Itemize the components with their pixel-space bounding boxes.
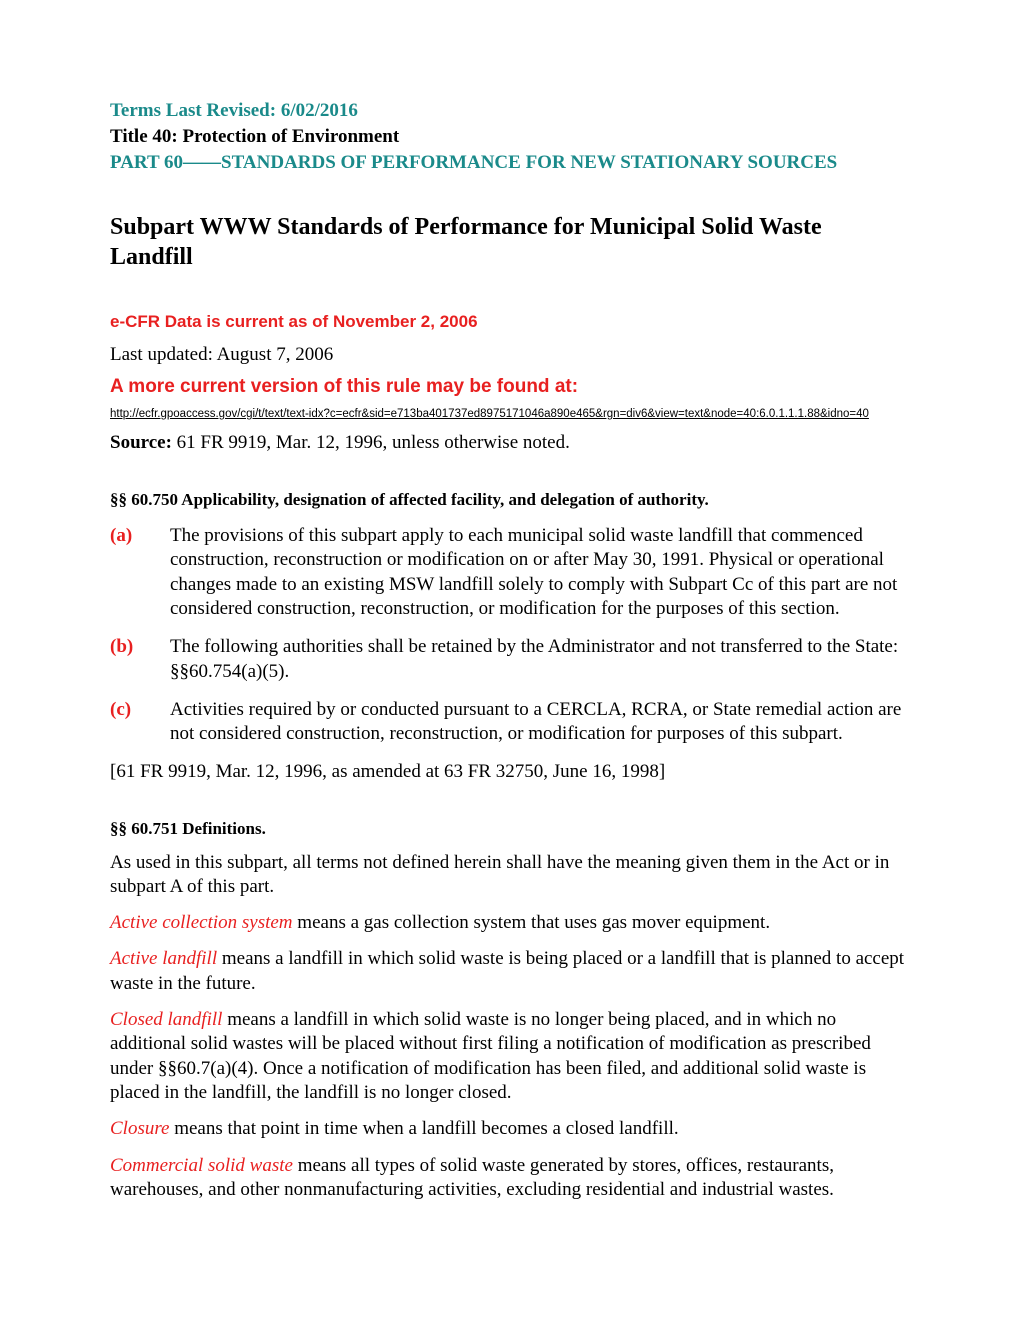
enum-item: (a) The provisions of this subpart apply…	[110, 524, 910, 621]
def-body: means a landfill in which solid waste is…	[110, 948, 904, 993]
enum-item: (b) The following authorities shall be r…	[110, 635, 910, 684]
enum-item: (c) Activities required by or conducted …	[110, 698, 910, 747]
def-body: means a gas collection system that uses …	[293, 912, 771, 933]
title-line: Title 40: Protection of Environment	[110, 126, 910, 148]
definition-row: Commercial solid waste means all types o…	[110, 1154, 910, 1203]
def-term: Active collection system	[110, 912, 293, 933]
source-label: Source:	[110, 432, 172, 453]
enum-label-b: (b)	[110, 635, 170, 684]
def-body: means a landfill in which solid waste is…	[110, 1009, 871, 1103]
part-line: PART 60——STANDARDS OF PERFORMANCE FOR NE…	[110, 152, 910, 174]
def-body: means that point in time when a landfill…	[169, 1118, 678, 1139]
def-term: Closed landfill	[110, 1009, 222, 1030]
enum-text-b: The following authorities shall be retai…	[170, 635, 910, 684]
def-term: Commercial solid waste	[110, 1155, 293, 1176]
ecfr-current-note: e-CFR Data is current as of November 2, …	[110, 312, 910, 332]
def-term: Active landfill	[110, 948, 217, 969]
section-60751-heading: §§ 60.751 Definitions.	[110, 819, 910, 839]
source-text: 61 FR 9919, Mar. 12, 1996, unless otherw…	[172, 432, 570, 453]
definitions-intro: As used in this subpart, all terms not d…	[110, 851, 910, 900]
definition-row: Active landfill means a landfill in whic…	[110, 947, 910, 996]
terms-revised: Terms Last Revised: 6/02/2016	[110, 100, 910, 122]
enum-label-c: (c)	[110, 698, 170, 747]
enum-text-c: Activities required by or conducted purs…	[170, 698, 910, 747]
ecfr-url-link[interactable]: http://ecfr.gpoaccess.gov/cgi/t/text/tex…	[110, 408, 910, 420]
definition-row: Closure means that point in time when a …	[110, 1117, 910, 1141]
definition-row: Closed landfill means a landfill in whic…	[110, 1008, 910, 1105]
subpart-heading: Subpart WWW Standards of Performance for…	[110, 212, 910, 272]
definition-row: Active collection system means a gas col…	[110, 911, 910, 935]
section-60750-citation: [61 FR 9919, Mar. 12, 1996, as amended a…	[110, 761, 910, 783]
section-60750-heading: §§ 60.750 Applicability, designation of …	[110, 490, 910, 510]
last-updated: Last updated: August 7, 2006	[110, 344, 910, 366]
source-line: Source: 61 FR 9919, Mar. 12, 1996, unles…	[110, 432, 910, 454]
enum-text-a: The provisions of this subpart apply to …	[170, 524, 910, 621]
more-current-label: A more current version of this rule may …	[110, 376, 910, 398]
def-term: Closure	[110, 1118, 169, 1139]
enum-label-a: (a)	[110, 524, 170, 621]
